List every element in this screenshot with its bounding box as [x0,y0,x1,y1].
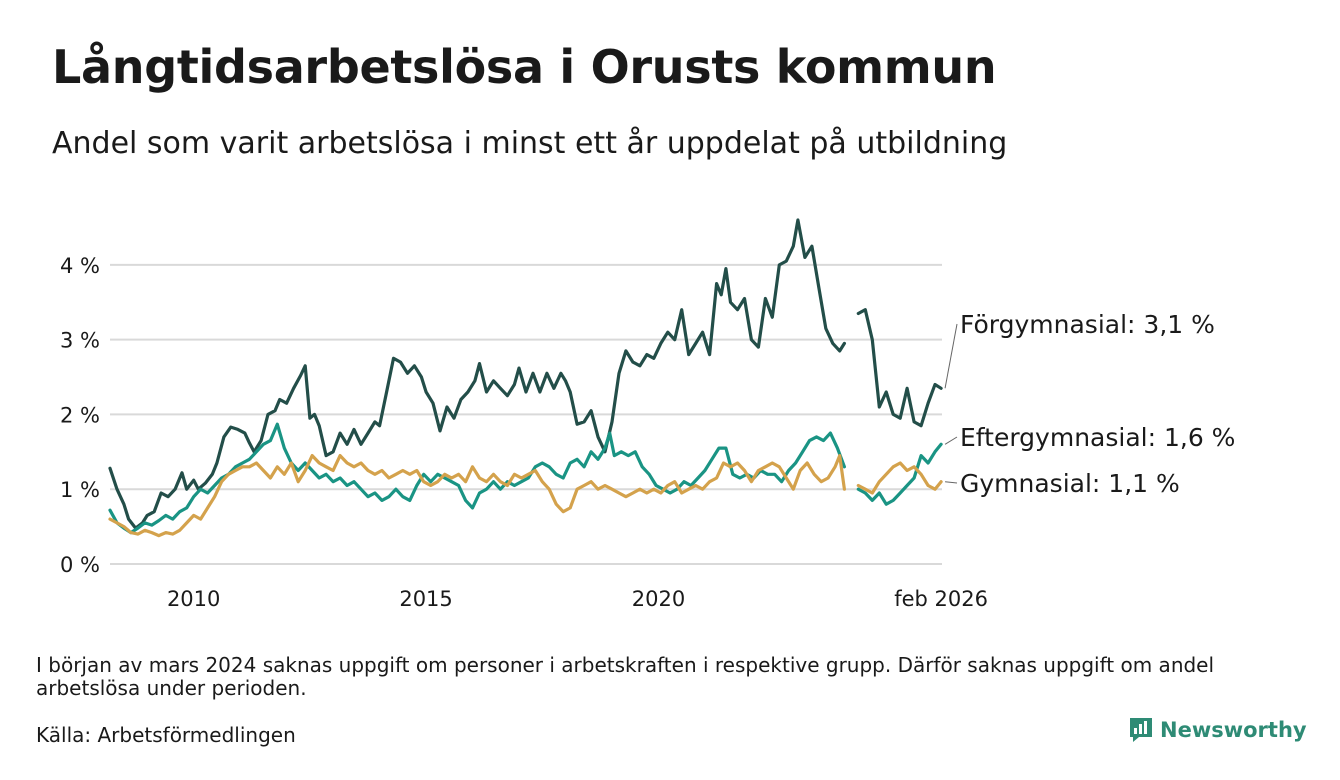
x-tick-label: 2020 [632,587,685,611]
chart-subtitle: Andel som varit arbetslösa i minst ett å… [52,126,1008,161]
brand-name: Newsworthy [1160,718,1307,742]
series-label-gymnasial: Gymnasial: 1,1 % [960,469,1180,498]
y-tick-label: 4 % [60,254,100,278]
y-tick-label: 0 % [60,553,100,577]
series-line-förgymnasial [856,308,943,428]
line-chart: 0 % 1 % 2 % 3 % 4 % 2010 2015 2020 feb 2026 Förgy… [60,218,1235,611]
source-credit: Källa: Arbetsförmedlingen [36,723,296,747]
newsworthy-icon [1130,718,1152,742]
label-connector [945,481,958,484]
series-line-gymnasial [108,454,846,538]
series-label-förgymnasial: Förgymnasial: 3,1 % [960,310,1215,339]
footnote: I början av mars 2024 saknas uppgift om … [36,653,1215,700]
newsworthy-logo: Newsworthy [1128,716,1307,744]
label-connector [944,436,958,445]
series-line-gymnasial [856,461,943,495]
y-tick-label: 1 % [60,478,100,502]
series-line-eftergymnasial [108,422,846,535]
x-tick-label: 2010 [167,587,220,611]
chart-title: Långtidsarbetslösa i Orusts kommun [52,40,997,94]
series-line-förgymnasial [108,218,846,530]
label-connector [944,323,958,389]
x-tick-label: 2015 [399,587,452,611]
series-label-eftergymnasial: Eftergymnasial: 1,6 % [960,423,1235,452]
x-tick-label: feb 2026 [894,587,988,611]
y-tick-label: 2 % [60,403,100,427]
y-tick-label: 3 % [60,329,100,353]
series-line-eftergymnasial [856,442,943,506]
